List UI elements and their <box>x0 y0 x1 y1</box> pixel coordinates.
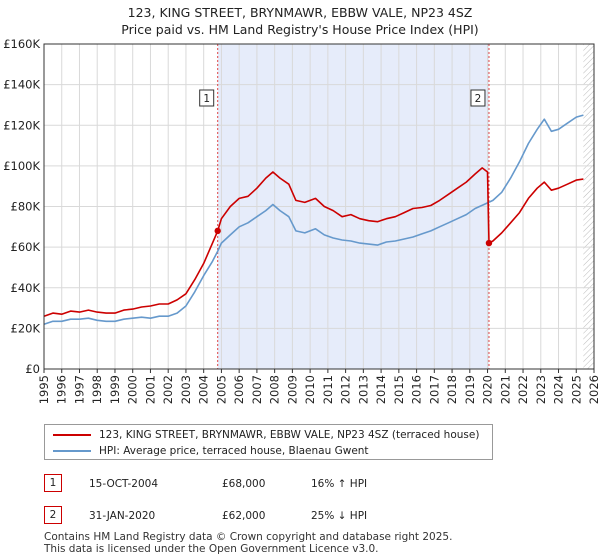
x-tick-label: 2005 <box>214 375 228 404</box>
x-tick-label: 2002 <box>161 375 175 404</box>
x-tick-label: 2001 <box>143 375 157 404</box>
y-tick-label: £160K <box>3 37 40 51</box>
x-tick-label: 1995 <box>37 375 51 404</box>
x-tick-label: 2017 <box>427 375 441 404</box>
legend-label-hpi: HPI: Average price, terraced house, Blae… <box>99 445 369 457</box>
y-tick-label: £20K <box>11 321 41 335</box>
x-tick-label: 2025 <box>569 375 583 404</box>
property-price-line <box>43 167 584 317</box>
x-tick-label: 2013 <box>356 375 370 404</box>
hpi-line <box>43 114 584 326</box>
x-tick-label: 2022 <box>516 375 530 404</box>
x-tick-label: 1997 <box>72 375 86 404</box>
x-tick-label: 2024 <box>552 375 566 404</box>
legend-swatch-hpi <box>53 450 91 452</box>
y-tick-label: £100K <box>3 159 40 173</box>
y-tick-label: £60K <box>11 240 41 254</box>
sale-point <box>485 239 493 247</box>
x-tick-label: 2008 <box>268 375 282 404</box>
x-tick-label: 2004 <box>197 375 211 404</box>
sale-marker-label: 1 <box>203 93 210 105</box>
legend: 123, KING STREET, BRYNMAWR, EBBW VALE, N… <box>44 424 493 460</box>
annotation-badge: 1 <box>44 474 62 492</box>
x-tick-label: 2026 <box>587 375 600 404</box>
x-tick-label: 2007 <box>250 375 264 404</box>
sale-marker-box <box>470 89 486 107</box>
x-tick-label: 2012 <box>339 375 353 404</box>
annotation-date: 15-OCT-2004 <box>89 478 158 490</box>
price-chart: 1 2 £0 £20K £40K £60K £80K £100K £120K £140K £160… <box>3 37 600 404</box>
x-tick-label: 2006 <box>232 375 246 404</box>
annotation-hpi-delta: 16% ↑ HPI <box>311 478 368 490</box>
x-tick-label: 2009 <box>285 375 299 404</box>
x-tick-label: 1996 <box>55 375 69 404</box>
sale-point <box>214 227 221 235</box>
x-tick-label: 2000 <box>126 375 140 404</box>
footer-licence: This data is licensed under the Open Gov… <box>44 543 379 555</box>
annotation-price: £62,000 <box>222 510 266 522</box>
legend-swatch-property <box>53 434 91 436</box>
x-tick-label: 1998 <box>90 375 104 404</box>
y-tick-label: £140K <box>3 78 40 92</box>
sale-marker-label: 2 <box>475 93 482 105</box>
chart-subtitle: Price paid vs. HM Land Registry's House … <box>121 22 479 37</box>
x-tick-label: 2020 <box>481 375 495 404</box>
footer-copyright: Contains HM Land Registry data © Crown c… <box>44 531 453 543</box>
x-tick-label: 2018 <box>445 375 459 404</box>
annotation-price: £68,000 <box>222 478 266 490</box>
legend-label-property: 123, KING STREET, BRYNMAWR, EBBW VALE, N… <box>99 429 480 441</box>
y-tick-label: £40K <box>11 281 41 295</box>
x-tick-label: 2016 <box>410 375 424 404</box>
y-tick-label: £120K <box>3 118 40 132</box>
x-tick-label: 2011 <box>321 375 335 404</box>
x-tick-label: 2021 <box>498 375 512 404</box>
plot-frame <box>43 43 595 370</box>
y-tick-label: £0 <box>25 362 40 376</box>
x-tick-label: 2015 <box>392 375 406 404</box>
x-tick-label: 2014 <box>374 375 388 404</box>
x-tick-label: 2019 <box>463 375 477 404</box>
annotation-hpi-delta: 25% ↓ HPI <box>311 510 368 522</box>
x-tick-label: 1999 <box>108 375 122 404</box>
x-tick-label: 2003 <box>179 375 193 404</box>
chart-title: 123, KING STREET, BRYNMAWR, EBBW VALE, N… <box>127 5 473 20</box>
sale-marker-box <box>199 89 215 107</box>
annotation-badge: 2 <box>44 506 62 524</box>
y-tick-label: £80K <box>11 200 41 214</box>
x-tick-label: 2023 <box>534 375 548 404</box>
x-tick-label: 2010 <box>303 375 317 404</box>
annotation-date: 31-JAN-2020 <box>89 510 156 522</box>
